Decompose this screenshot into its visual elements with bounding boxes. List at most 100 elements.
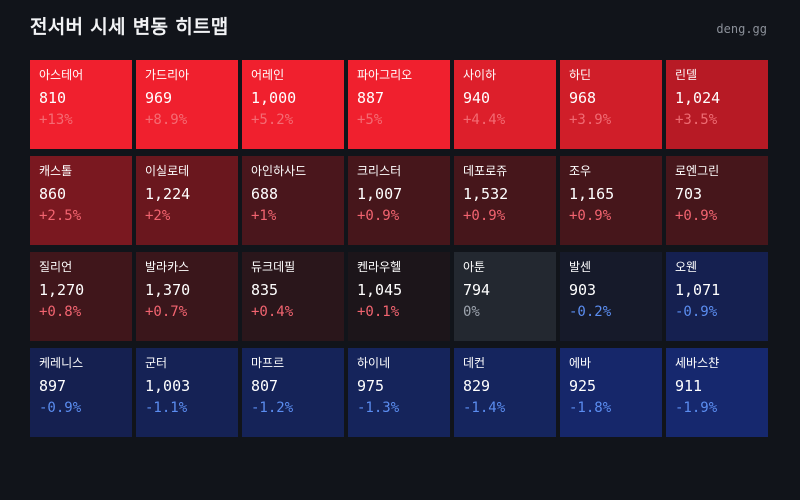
price-change: -1.8% <box>569 400 612 416</box>
server-tile[interactable]: 조우 1,165 +0.9% <box>560 156 662 245</box>
price-change: +5% <box>357 112 383 128</box>
price-change: +3.5% <box>675 112 718 128</box>
price-change: +0.4% <box>251 304 294 320</box>
server-price: 887 <box>357 89 385 107</box>
server-name: 케레니스 <box>39 356 84 370</box>
server-tile[interactable]: 발라카스 1,370 +0.7% <box>136 252 238 341</box>
price-change: +2% <box>145 208 171 224</box>
server-heatmap-grid: 아스테어 810 +13% 가드리아 969 +8.9% 어레인 1,000 +5.2% 파아그리… <box>30 60 768 437</box>
server-name: 아툰 <box>463 260 486 274</box>
server-price: 969 <box>145 89 173 107</box>
server-name: 아인하사드 <box>251 164 307 178</box>
server-tile[interactable]: 군터 1,003 -1.1% <box>136 348 238 437</box>
price-change: -0.9% <box>39 400 82 416</box>
server-price: 1,224 <box>145 185 191 203</box>
server-tile[interactable]: 파아그리오 887 +5% <box>348 60 450 149</box>
price-change: -0.9% <box>675 304 718 320</box>
server-tile[interactable]: 가드리아 969 +8.9% <box>136 60 238 149</box>
server-price: 968 <box>569 89 597 107</box>
price-change: -1.9% <box>675 400 718 416</box>
server-price: 807 <box>251 377 279 395</box>
server-tile[interactable]: 데포로쥬 1,532 +0.9% <box>454 156 556 245</box>
server-tile[interactable]: 듀크데필 835 +0.4% <box>242 252 344 341</box>
server-tile[interactable]: 오웬 1,071 -0.9% <box>666 252 768 341</box>
price-change: +0.9% <box>675 208 718 224</box>
server-price: 1,024 <box>675 89 721 107</box>
server-price: 688 <box>251 185 279 203</box>
server-name: 에바 <box>569 356 592 370</box>
price-change: +0.7% <box>145 304 188 320</box>
price-change: +0.8% <box>39 304 82 320</box>
server-tile[interactable]: 데컨 829 -1.4% <box>454 348 556 437</box>
server-name: 사이하 <box>463 68 497 82</box>
price-change: +0.9% <box>357 208 400 224</box>
price-change: -1.1% <box>145 400 188 416</box>
server-tile[interactable]: 린델 1,024 +3.5% <box>666 60 768 149</box>
server-name: 린델 <box>675 68 698 82</box>
price-change: -0.2% <box>569 304 612 320</box>
server-tile[interactable]: 세바스챤 911 -1.9% <box>666 348 768 437</box>
server-tile[interactable]: 이실로테 1,224 +2% <box>136 156 238 245</box>
server-tile[interactable]: 크리스터 1,007 +0.9% <box>348 156 450 245</box>
server-name: 발센 <box>569 260 592 274</box>
server-name: 이실로테 <box>145 164 190 178</box>
server-price: 1,532 <box>463 185 509 203</box>
server-price: 829 <box>463 377 491 395</box>
server-tile[interactable]: 에바 925 -1.8% <box>560 348 662 437</box>
server-price: 897 <box>39 377 67 395</box>
server-tile[interactable]: 사이하 940 +4.4% <box>454 60 556 149</box>
site-label[interactable]: deng.gg <box>716 22 767 36</box>
server-name: 어레인 <box>251 68 285 82</box>
server-name: 하딘 <box>569 68 592 82</box>
server-name: 파아그리오 <box>357 68 413 82</box>
server-price: 1,370 <box>145 281 191 299</box>
server-price: 1,270 <box>39 281 85 299</box>
price-change: +0.9% <box>463 208 506 224</box>
server-tile[interactable]: 케레니스 897 -0.9% <box>30 348 132 437</box>
server-name: 조우 <box>569 164 592 178</box>
server-tile[interactable]: 로엔그린 703 +0.9% <box>666 156 768 245</box>
server-price: 703 <box>675 185 703 203</box>
server-price: 810 <box>39 89 67 107</box>
server-name: 오웬 <box>675 260 698 274</box>
server-name: 가드리아 <box>145 68 190 82</box>
server-tile[interactable]: 아인하사드 688 +1% <box>242 156 344 245</box>
server-tile[interactable]: 발센 903 -0.2% <box>560 252 662 341</box>
server-price: 1,165 <box>569 185 615 203</box>
server-tile[interactable]: 마프르 807 -1.2% <box>242 348 344 437</box>
server-tile[interactable]: 하딘 968 +3.9% <box>560 60 662 149</box>
server-price: 903 <box>569 281 597 299</box>
server-tile[interactable]: 캐스톨 860 +2.5% <box>30 156 132 245</box>
server-tile[interactable]: 어레인 1,000 +5.2% <box>242 60 344 149</box>
price-change: -1.2% <box>251 400 294 416</box>
server-price: 1,000 <box>251 89 297 107</box>
server-name: 캐스톨 <box>39 164 73 178</box>
server-name: 켄라우헬 <box>357 260 402 274</box>
server-tile[interactable]: 아스테어 810 +13% <box>30 60 132 149</box>
server-tile[interactable]: 질리언 1,270 +0.8% <box>30 252 132 341</box>
price-change: +4.4% <box>463 112 506 128</box>
server-tile[interactable]: 아툰 794 0% <box>454 252 556 341</box>
price-change: +0.9% <box>569 208 612 224</box>
server-price: 835 <box>251 281 279 299</box>
server-price: 1,007 <box>357 185 403 203</box>
server-name: 발라카스 <box>145 260 190 274</box>
page-title: 전서버 시세 변동 히트맵 <box>30 16 229 38</box>
server-name: 로엔그린 <box>675 164 720 178</box>
server-price: 860 <box>39 185 67 203</box>
server-name: 데컨 <box>463 356 486 370</box>
server-tile[interactable]: 켄라우헬 1,045 +0.1% <box>348 252 450 341</box>
server-price: 911 <box>675 377 703 395</box>
server-price: 925 <box>569 377 597 395</box>
server-name: 마프르 <box>251 356 285 370</box>
server-name: 아스테어 <box>39 68 84 82</box>
server-price: 1,071 <box>675 281 721 299</box>
server-price: 1,045 <box>357 281 403 299</box>
price-change: +3.9% <box>569 112 612 128</box>
price-change: 0% <box>463 304 480 320</box>
server-tile[interactable]: 하이네 975 -1.3% <box>348 348 450 437</box>
price-change: +0.1% <box>357 304 400 320</box>
server-price: 794 <box>463 281 491 299</box>
price-change: -1.3% <box>357 400 400 416</box>
